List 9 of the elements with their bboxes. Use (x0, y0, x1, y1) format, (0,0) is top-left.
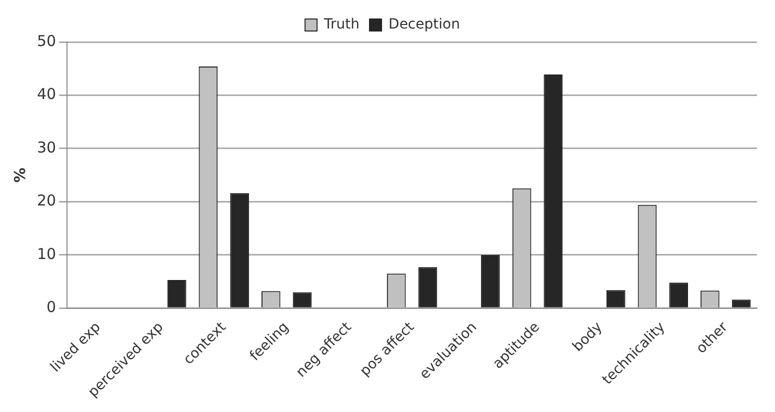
y-axis-title: % (10, 168, 29, 183)
legend-label: Truth (323, 16, 360, 33)
legend-label: Deception (388, 16, 460, 33)
y-tick-label: 40 (36, 85, 56, 104)
y-tick-label: 30 (36, 138, 56, 156)
y-tick-label: 0 (46, 298, 56, 316)
y-tick-label: 10 (36, 244, 56, 263)
y-tick-label: 50 (36, 32, 56, 50)
y-tick-label: 20 (36, 192, 56, 210)
